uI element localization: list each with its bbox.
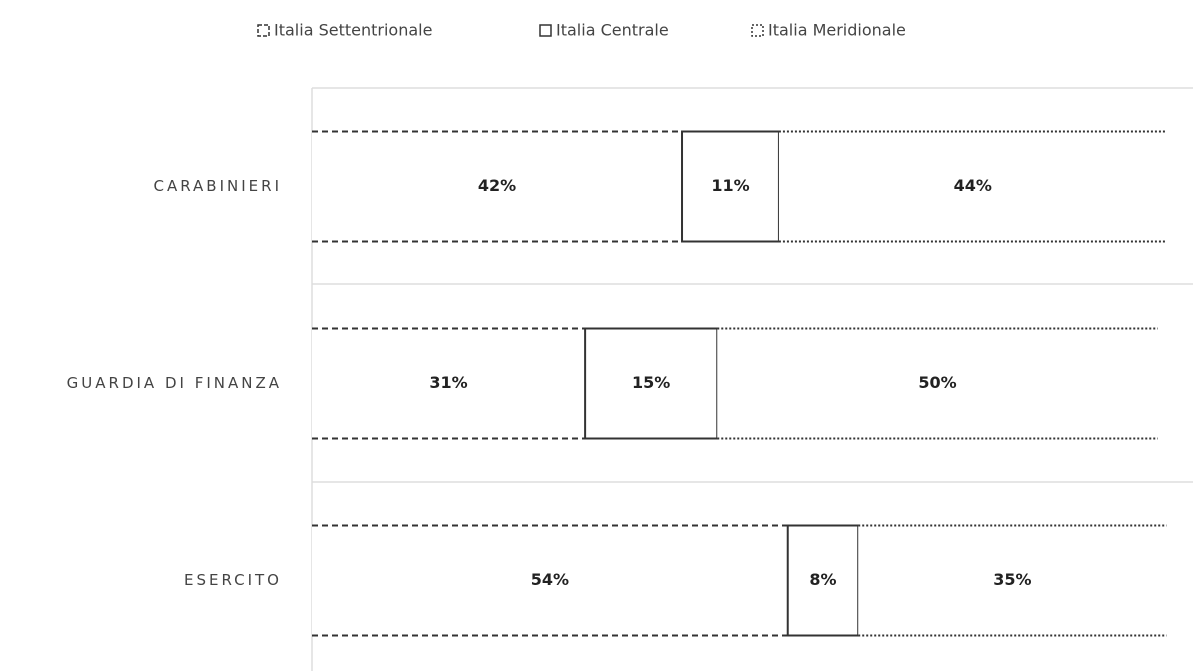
bar-segment — [312, 328, 586, 439]
value-label: 44% — [954, 176, 992, 195]
bar-segment — [786, 524, 860, 637]
value-label: 11% — [711, 176, 749, 195]
bar-segment — [717, 328, 1158, 439]
bar-segment — [858, 525, 1167, 636]
bar-segment — [584, 327, 719, 440]
legend-label: Italia Settentrionale — [274, 21, 432, 40]
bar-segment — [312, 525, 788, 636]
value-label: 31% — [429, 373, 467, 392]
value-label: 15% — [632, 373, 670, 392]
value-label: 42% — [478, 176, 516, 195]
legend-swatch — [257, 24, 270, 37]
category-label: ESERCITO — [184, 571, 282, 589]
legend-label: Italia Centrale — [556, 21, 669, 40]
legend-swatch — [539, 24, 552, 37]
bar-segment — [681, 130, 780, 243]
value-label: 8% — [809, 570, 836, 589]
value-label: 50% — [918, 373, 956, 392]
value-label: 35% — [993, 570, 1031, 589]
category-label: CARABINIERI — [154, 177, 283, 195]
bar-segment — [778, 131, 1167, 242]
legend-swatch — [751, 24, 764, 37]
legend-label: Italia Meridionale — [768, 21, 906, 40]
bar-segment — [312, 131, 683, 242]
value-label: 54% — [531, 570, 569, 589]
category-label: GUARDIA DI FINANZA — [67, 374, 282, 392]
